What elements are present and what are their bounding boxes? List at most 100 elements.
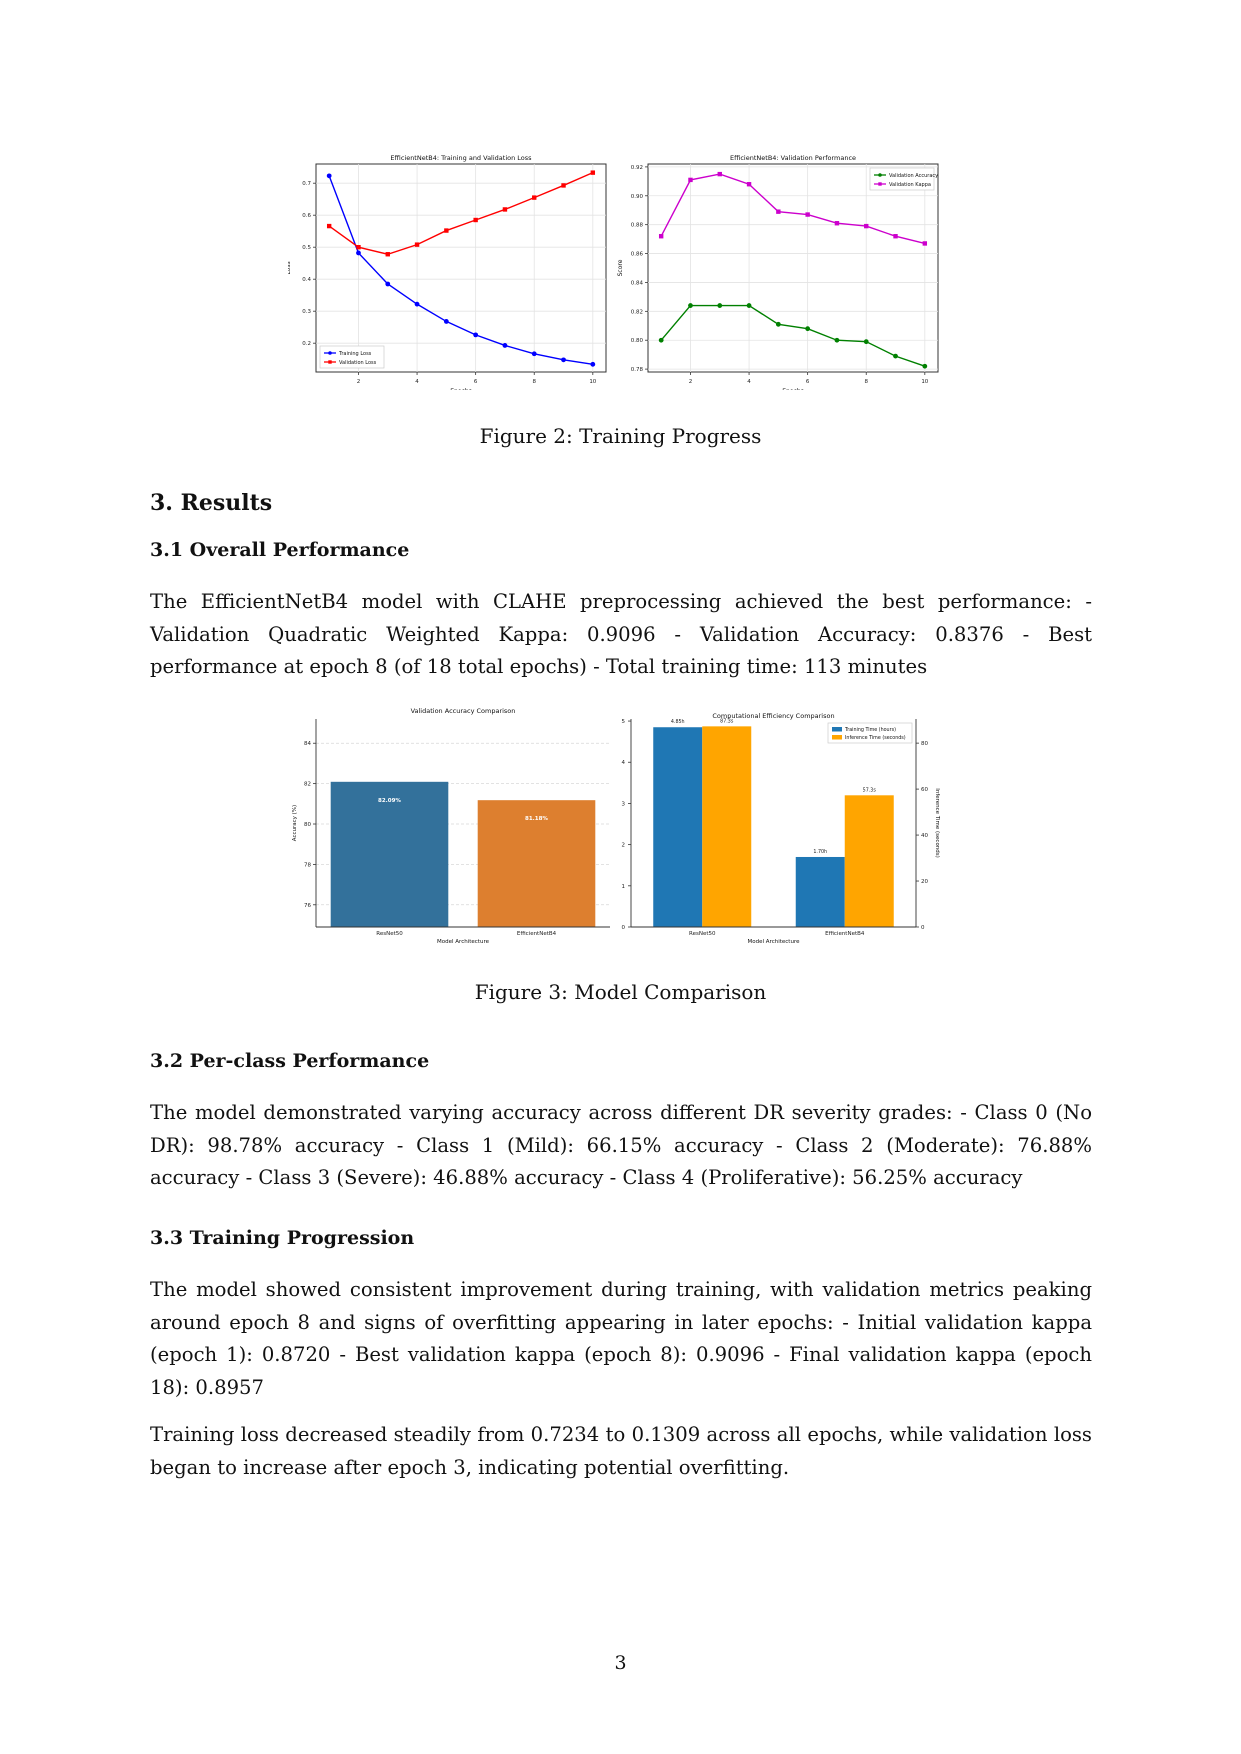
val-chart-legend-marker	[878, 182, 882, 186]
loss-chart-x-tick-label: 6	[474, 379, 478, 385]
eff-chart-y2-tick-label: 60	[921, 787, 928, 793]
loss-chart-data-point	[385, 252, 390, 257]
loss-chart-y-tick-label: 0.6	[302, 213, 311, 219]
loss-chart-y-tick-label: 0.4	[302, 277, 311, 283]
val-chart-data-point	[922, 241, 928, 246]
section-3-3-paragraph-1: The model showed consistent improvement …	[150, 1278, 1092, 1399]
loss-chart-data-point	[473, 332, 479, 338]
eff-chart-x-tick-label: ResNet50	[689, 931, 716, 937]
loss-chart-data-point	[326, 173, 332, 179]
val-chart-data-point	[717, 303, 723, 308]
loss-chart-x-tick-label: 2	[357, 379, 361, 385]
val-chart-data-point	[864, 223, 869, 229]
loss-chart-data-point	[414, 242, 420, 247]
eff-chart-y-tick-label: 5	[622, 719, 626, 725]
eff-chart-data-label: 1.70h	[813, 849, 827, 855]
loss-chart-legend-label: Training Loss	[338, 351, 372, 357]
eff-chart-bar	[844, 795, 894, 927]
loss-chart-x-tick-label: 10	[589, 379, 596, 385]
loss-chart-y-tick-label: 0.2	[302, 341, 311, 347]
val-chart-y-axis-label: Score	[617, 259, 624, 276]
section-3-3-heading: 3.3 Training Progression	[150, 1227, 415, 1249]
acc-chart-data-label: 82.09%	[378, 798, 401, 804]
loss-chart-y-axis-label: Loss	[288, 261, 292, 274]
eff-chart-y2-tick-label: 0	[921, 925, 925, 931]
val-chart-x-tick-label: 4	[747, 379, 751, 385]
val-chart-y-tick-label: 0.80	[631, 338, 644, 344]
val-chart-data-point	[688, 177, 693, 183]
val-chart-data-point	[805, 326, 811, 332]
eff-chart-legend-swatch	[832, 735, 842, 740]
loss-chart-y-tick-label: 0.7	[302, 181, 311, 187]
eff-chart-y-axis-label: Training Time (hours)	[616, 794, 617, 853]
loss-chart-data-point	[356, 250, 361, 256]
val-chart-legend-label: Validation Accuracy	[889, 173, 938, 179]
val-chart-data-point	[717, 171, 722, 177]
loss-chart-data-point	[561, 183, 566, 188]
loss-chart-data-point	[473, 217, 478, 223]
loss-chart-data-point	[356, 245, 361, 250]
loss-chart-data-point	[385, 281, 391, 287]
acc-chart-x-tick-label: ResNet50	[376, 931, 403, 937]
eff-chart-y2-tick-label: 20	[921, 879, 928, 885]
loss-chart-legend-marker	[328, 351, 332, 355]
eff-chart-y-tick-label: 1	[622, 884, 626, 890]
acc-chart-y-tick-label: 84	[304, 741, 311, 747]
eff-chart-legend-label: Inference Time (seconds)	[845, 735, 906, 741]
section-3-2-heading: 3.2 Per-class Performance	[150, 1050, 430, 1072]
eff-chart-legend-swatch	[832, 727, 842, 732]
accuracy-comparison-chart: 76 78 80 82 84 82.09% ResNet50 81.18% EfficientN…	[288, 705, 616, 945]
loss-chart-plot-area	[315, 163, 607, 373]
eff-chart-x-tick-label: EfficientNetB4	[825, 931, 865, 937]
eff-chart-y-tick-label: 3	[622, 801, 626, 807]
eff-chart-bar	[702, 726, 752, 927]
eff-chart-bar	[795, 856, 845, 927]
eff-chart-legend-box	[827, 722, 913, 744]
val-chart-y-tick-label: 0.88	[631, 223, 644, 229]
val-chart-x-tick-label: 6	[806, 379, 810, 385]
loss-chart-data-point	[444, 228, 449, 233]
val-chart-x-tick-label: 2	[689, 379, 693, 385]
val-chart-y-tick-label: 0.86	[631, 252, 644, 258]
loss-chart-y-tick-label: 0.5	[302, 245, 311, 251]
acc-chart-y-tick-label: 82	[304, 782, 311, 788]
loss-chart-data-point	[532, 195, 537, 200]
acc-chart-bar	[477, 800, 596, 927]
efficiency-comparison-chart-svg: 4.85h 87.3s ResNet50 1.70h 57.3s EfficientNet…	[616, 712, 940, 945]
val-chart-data-point	[688, 303, 693, 308]
loss-chart-series-line-1	[328, 171, 594, 255]
acc-chart-y-tick-label: 76	[304, 903, 311, 909]
acc-chart-data-label: 81.18%	[525, 816, 548, 822]
section-3-3-paragraph-2: Training loss decreased steadily from 0.…	[150, 1423, 1092, 1479]
eff-chart-y2-axis-label: Inference Time (seconds)	[934, 788, 940, 858]
section-3-heading: 3. Results	[150, 490, 273, 516]
loss-chart-legend-marker	[328, 360, 332, 364]
val-chart-title: EfficientNetB4: Validation Performance	[730, 154, 856, 162]
validation-performance-chart: 2 4 6 8 10 0.78 0.80 0.82 0.84 0.86 0.88 0.90 0.92 Ef…	[616, 150, 944, 390]
val-chart-y-tick-label: 0.90	[631, 194, 644, 200]
eff-chart-data-label: 57.3s	[863, 787, 877, 793]
val-chart-plot-area	[647, 163, 939, 373]
eff-chart-bar	[653, 727, 703, 927]
val-chart-data-point	[775, 321, 781, 327]
efficiency-comparison-chart: 4.85h 87.3s ResNet50 1.70h 57.3s EfficientNet…	[616, 705, 948, 945]
eff-chart-data-label: 87.3s	[720, 718, 734, 724]
val-chart-data-point	[658, 337, 664, 343]
eff-chart-title: Computational Efficiency Comparison	[712, 712, 834, 720]
val-chart-data-point	[776, 209, 781, 214]
val-chart-y-tick-label: 0.82	[631, 309, 643, 315]
loss-chart-y-tick-label: 0.3	[302, 309, 311, 315]
acc-chart-y-axis-label: Accuracy (%)	[292, 805, 298, 841]
loss-chart-title: EfficientNetB4: Training and Validation …	[390, 154, 532, 162]
val-chart-data-point	[834, 221, 840, 226]
val-chart-x-tick-label: 10	[921, 379, 928, 385]
loss-chart-data-point	[502, 207, 508, 212]
val-chart-data-point	[893, 234, 898, 239]
loss-chart-legend-label: Validation Loss	[339, 360, 377, 366]
loss-chart-data-point	[590, 361, 596, 367]
page-number: 3	[614, 1652, 627, 1674]
loss-chart-series-line-0	[328, 175, 593, 366]
eff-chart-y-tick-label: 2	[622, 843, 626, 849]
eff-chart-data-label: 4.85h	[671, 719, 685, 725]
loss-chart-data-point	[561, 357, 566, 363]
